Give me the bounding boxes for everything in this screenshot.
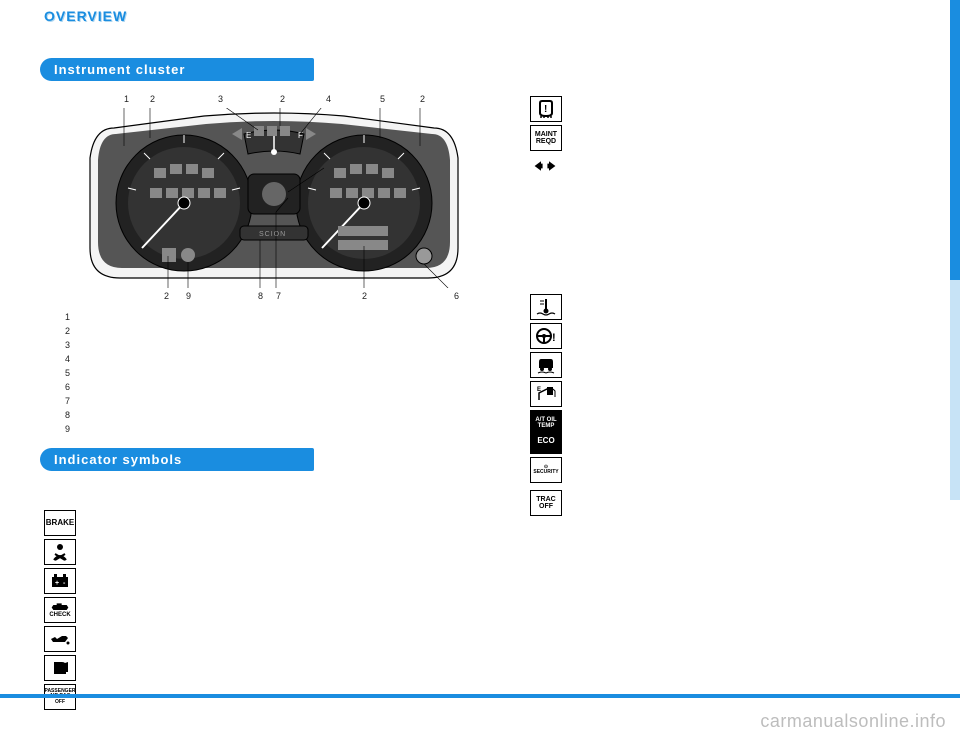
callout-top-6: 5 — [380, 94, 385, 104]
check-engine-indicator-icon: CHECK — [44, 597, 76, 623]
legend-7: 7 — [65, 394, 77, 408]
legend-4: 4 — [65, 352, 77, 366]
slip-indicator-icon — [530, 352, 562, 378]
side-tab-secondary — [950, 280, 960, 500]
battery-indicator-icon: +- — [44, 568, 76, 594]
oil-indicator-icon — [44, 626, 76, 652]
indicator-col-r1: ! MAINT REQD — [530, 96, 568, 181]
indicator-col-r4: TRAC OFF — [530, 490, 568, 519]
legend-8: 8 — [65, 408, 77, 422]
callout-top-2: 2 — [150, 94, 155, 104]
eco-indicator-icon: ECO — [530, 428, 562, 454]
callout-top-4: 2 — [280, 94, 285, 104]
page: OVERVIEW OVERVIEW Instrument cluster 1 2… — [0, 0, 960, 742]
callout-bot-1: 2 — [164, 291, 169, 301]
door-ajar-indicator-icon — [44, 655, 76, 681]
svg-text:!: ! — [552, 332, 556, 344]
watermark: carmanualsonline.info — [760, 711, 946, 732]
legend-2: 2 — [65, 324, 77, 338]
maint-reqd-indicator-icon: MAINT REQD — [530, 125, 562, 151]
indicator-col-r3: ECO ⊙ SECURITY — [530, 428, 568, 486]
callout-top-3: 3 — [218, 94, 223, 104]
trac-off-indicator-icon: TRAC OFF — [530, 490, 562, 516]
indicator-col-r2: ! E A/T OIL TEMP — [530, 294, 568, 439]
callout-bot-5: 2 — [362, 291, 367, 301]
low-fuel-indicator-icon: E — [530, 381, 562, 407]
instrument-cluster-diagram: E F SCION — [84, 108, 464, 288]
callout-top-7: 2 — [420, 94, 425, 104]
legend-6: 6 — [65, 380, 77, 394]
brake-indicator-icon: BRAKE — [44, 510, 76, 536]
tpms-indicator-icon: ! — [530, 96, 562, 122]
callout-top-5: 4 — [326, 94, 331, 104]
cluster-legend: 1 2 3 4 5 6 7 8 9 — [65, 310, 77, 436]
callout-bot-3: 8 — [258, 291, 263, 301]
callout-bot-6: 6 — [454, 291, 459, 301]
callout-top-1: 1 — [124, 94, 129, 104]
seatbelt-indicator-icon — [44, 539, 76, 565]
indicator-col-left: BRAKE +- CHECK PASSENGER AIR BAG OFF — [44, 510, 82, 713]
eps-indicator-icon: ! — [530, 323, 562, 349]
legend-9: 9 — [65, 422, 77, 436]
section-title-indicators: Indicator symbols — [40, 448, 314, 471]
svg-text:SCION: SCION — [259, 231, 286, 238]
callout-bot-4: 7 — [276, 291, 281, 301]
legend-1: 1 — [65, 310, 77, 324]
side-tab-overview — [950, 0, 960, 280]
page-header: OVERVIEW — [44, 8, 127, 24]
coolant-temp-indicator-icon — [530, 294, 562, 320]
svg-text:!: ! — [544, 104, 547, 115]
callout-bot-2: 9 — [186, 291, 191, 301]
svg-text:E: E — [246, 131, 251, 140]
legend-5: 5 — [65, 366, 77, 380]
svg-text:+: + — [55, 580, 59, 587]
legend-3: 3 — [65, 338, 77, 352]
security-indicator-icon: ⊙ SECURITY — [530, 457, 562, 483]
svg-text:F: F — [298, 131, 303, 140]
section-title-cluster: Instrument cluster — [40, 58, 314, 81]
footer-rule — [0, 694, 960, 698]
turn-signal-indicator-icon — [530, 154, 560, 178]
